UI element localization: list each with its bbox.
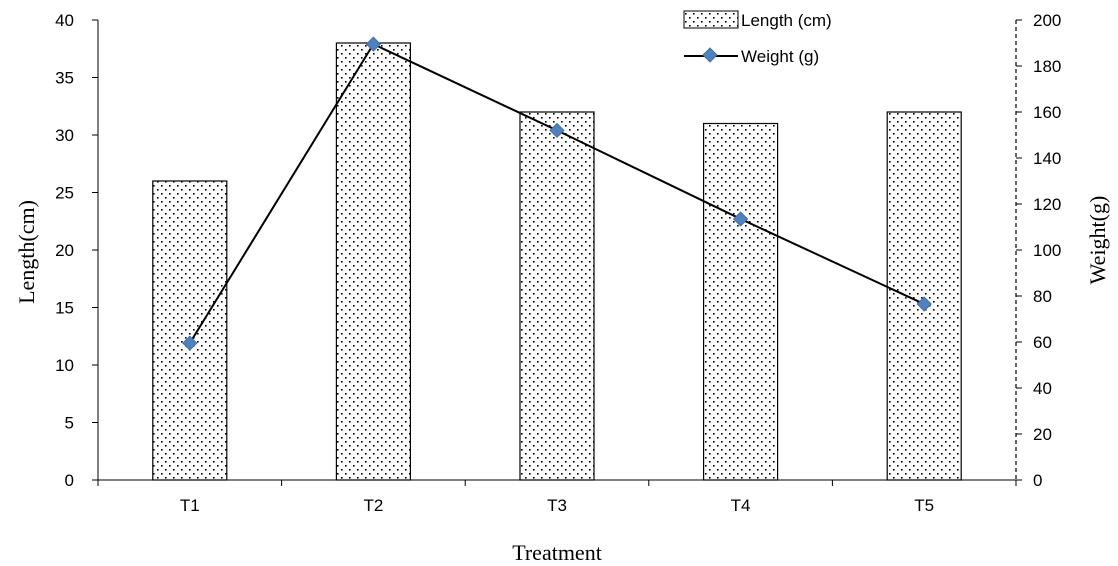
line-series-weight xyxy=(182,36,932,351)
legend-label-length: Length (cm) xyxy=(741,11,832,30)
bar-t1 xyxy=(152,180,228,481)
left-y-tick-label: 40 xyxy=(55,11,74,30)
right-y-tick-label: 60 xyxy=(1033,333,1052,352)
x-tick-label-t3: T3 xyxy=(547,496,567,515)
weight-point-t1 xyxy=(182,335,198,351)
left-y-tick-label: 10 xyxy=(55,356,74,375)
left-y-tick-label: 35 xyxy=(55,69,74,88)
right-y-tick-label: 160 xyxy=(1033,103,1061,122)
legend: Length (cm) Weight (g) xyxy=(683,10,832,66)
x-axis-ticks: T1 T2 T3 T4 T5 xyxy=(97,480,1017,515)
bar-t2 xyxy=(335,42,411,481)
bar-t4 xyxy=(702,122,779,481)
legend-swatch-length xyxy=(683,10,739,29)
x-tick-label-t4: T4 xyxy=(731,496,751,515)
left-y-tick-label: 30 xyxy=(55,126,74,145)
right-y-tick-label: 140 xyxy=(1033,149,1061,168)
x-tick-label-t1: T1 xyxy=(180,496,200,515)
right-y-tick-label: 180 xyxy=(1033,57,1061,76)
weight-point-t2 xyxy=(365,36,382,52)
weight-point-t3 xyxy=(549,122,565,139)
x-tick-label-t2: T2 xyxy=(363,496,383,515)
right-y-tick-label: 40 xyxy=(1033,379,1052,398)
left-y-axis-title: Length(cm) xyxy=(14,200,39,304)
left-y-tick-label: 5 xyxy=(65,414,74,433)
right-y-tick-label: 120 xyxy=(1033,195,1061,214)
bar-t3 xyxy=(519,111,595,481)
right-y-tick-label: 200 xyxy=(1033,11,1061,30)
right-y-tick-label: 80 xyxy=(1033,287,1052,306)
legend-label-weight: Weight (g) xyxy=(741,47,819,66)
right-y-axis-ticks: 0 20 40 60 80 100 120 140 160 180 200 xyxy=(1016,11,1061,490)
weight-point-t4 xyxy=(732,211,749,227)
left-y-tick-label: 20 xyxy=(55,241,74,260)
right-y-tick-label: 20 xyxy=(1033,425,1052,444)
right-y-tick-label: 0 xyxy=(1033,471,1042,490)
left-y-tick-label: 15 xyxy=(55,299,74,318)
left-y-tick-label: 25 xyxy=(55,184,74,203)
bar-series-length xyxy=(152,42,962,481)
left-y-tick-label: 0 xyxy=(65,471,74,490)
left-y-axis-ticks: 0 5 10 15 20 25 30 35 40 xyxy=(55,11,98,490)
x-tick-label-t5: T5 xyxy=(914,496,934,515)
weight-point-t5 xyxy=(916,296,932,312)
x-axis-title: Treatment xyxy=(512,540,602,565)
right-y-tick-label: 100 xyxy=(1033,241,1061,260)
right-y-axis-title: Weight(g) xyxy=(1085,196,1110,285)
bar-t5 xyxy=(886,111,962,481)
legend-swatch-weight-marker xyxy=(702,47,718,63)
